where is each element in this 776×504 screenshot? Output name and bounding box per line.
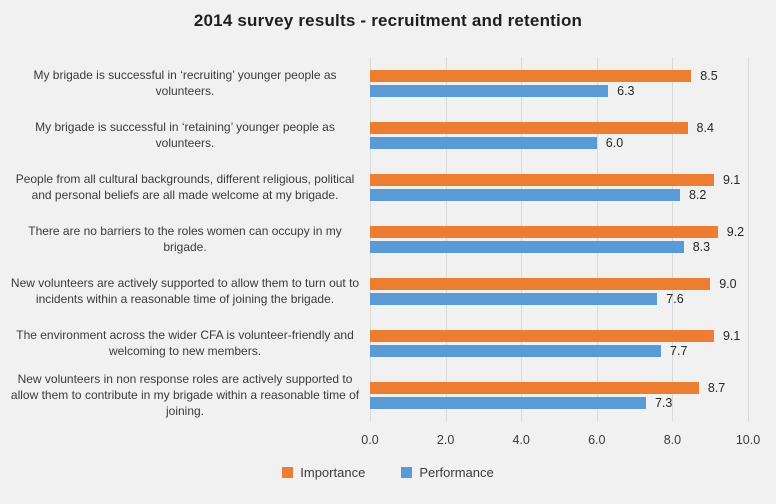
bar-rows: 8.5 6.3 8.4 6.0 9.1 8.2 9.2 8.3 9.0 7.6 9.1 7.7 8.7 7… (370, 57, 748, 421)
category-label: The environment across the wider CFA is … (16, 328, 354, 358)
x-axis-tick: 2.0 (436, 433, 455, 447)
value-label: 9.1 (722, 328, 741, 343)
bar-line: 8.3 (370, 239, 748, 254)
gridline (445, 57, 447, 421)
value-label: 7.6 (666, 291, 684, 306)
importance-bar (370, 381, 699, 394)
bar-line: 8.2 (370, 187, 748, 202)
legend-label: Importance (300, 465, 366, 480)
importance-bar (370, 277, 711, 290)
legend-label: Performance (419, 465, 494, 480)
bar-line: 8.4 (370, 120, 748, 135)
performance-bar (370, 292, 658, 305)
bar-group: 9.0 7.6 (370, 265, 748, 317)
bar-line: 6.3 (370, 83, 748, 98)
legend-marker-performance (401, 467, 413, 478)
chart-title: 2014 survey results - recruitment and re… (193, 11, 583, 30)
gridline (370, 57, 371, 421)
bar-line: 7.3 (370, 395, 748, 410)
gridline (596, 57, 598, 421)
bar-line: 9.2 (370, 224, 748, 239)
performance-bar (370, 240, 684, 253)
legend: Importance Performance (0, 465, 776, 480)
value-label: 9.0 (719, 276, 737, 291)
category-label: My brigade is successful in ‘recruiting’… (33, 68, 337, 98)
gridline (748, 57, 749, 421)
value-label: 7.7 (670, 343, 688, 358)
performance-bar (370, 188, 680, 201)
performance-bar (370, 84, 609, 97)
bar-line: 7.6 (370, 291, 748, 306)
bar-group: 8.7 7.3 (370, 369, 748, 421)
value-label: 9.2 (726, 224, 745, 239)
value-label: 8.5 (700, 68, 718, 83)
value-label: 6.0 (605, 135, 624, 150)
importance-bar (370, 329, 714, 342)
gridline (672, 57, 674, 421)
value-label: 6.3 (617, 83, 635, 98)
plot-area: 8.5 6.3 8.4 6.0 9.1 8.2 9.2 8.3 9.0 7.6 9.1 7.7 8.7 7… (370, 57, 749, 421)
bar-line: 6.0 (370, 135, 748, 150)
performance-bar (370, 136, 597, 149)
legend-marker-importance (282, 467, 294, 478)
bar-line: 8.5 (370, 68, 748, 83)
category-labels: My brigade is successful in ‘recruiting’… (4, 57, 366, 421)
bar-line: 7.7 (370, 343, 748, 358)
category-label: New volunteers in non response roles are… (10, 372, 360, 418)
performance-bar (370, 344, 662, 357)
bar-group: 8.4 6.0 (370, 109, 748, 161)
value-label: 9.1 (722, 172, 741, 187)
x-axis-tick: 8.0 (663, 433, 682, 447)
bar-group: 9.1 8.2 (370, 161, 748, 213)
value-label: 8.2 (688, 187, 707, 202)
category-label: New volunteers are actively supported to… (10, 276, 360, 306)
importance-bar (370, 69, 692, 82)
value-label: 8.4 (696, 120, 714, 135)
legend-item-performance: Performance (401, 465, 494, 480)
bar-group: 9.1 7.7 (370, 317, 748, 369)
x-axis-tick: 6.0 (588, 433, 606, 447)
importance-bar (370, 173, 714, 186)
importance-bar (370, 121, 688, 134)
importance-bar (370, 225, 718, 238)
value-label: 8.3 (692, 239, 711, 254)
legend-item-importance: Importance (282, 465, 365, 480)
x-axis-tick: 10.0 (735, 433, 761, 447)
value-label: 7.3 (654, 395, 673, 410)
bar-line: 9.1 (370, 328, 748, 343)
performance-bar (370, 396, 646, 409)
x-axis: 0.0 2.0 4.0 6.0 8.0 10.0 (361, 433, 760, 449)
category-label: My brigade is successful in ‘retaining’ … (35, 120, 335, 150)
value-label: 8.7 (707, 380, 726, 395)
bar-line: 9.1 (370, 172, 748, 187)
bar-line: 9.0 (370, 276, 748, 291)
bar-line: 8.7 (370, 380, 748, 395)
bar-group: 9.2 8.3 (370, 213, 748, 265)
x-axis-tick: 0.0 (361, 433, 379, 447)
bar-group: 8.5 6.3 (370, 57, 748, 109)
x-axis-tick: 4.0 (512, 433, 530, 447)
category-label: There are no barriers to the roles women… (28, 224, 342, 254)
category-label: People from all cultural backgrounds, di… (15, 172, 355, 202)
gridline (521, 57, 523, 421)
